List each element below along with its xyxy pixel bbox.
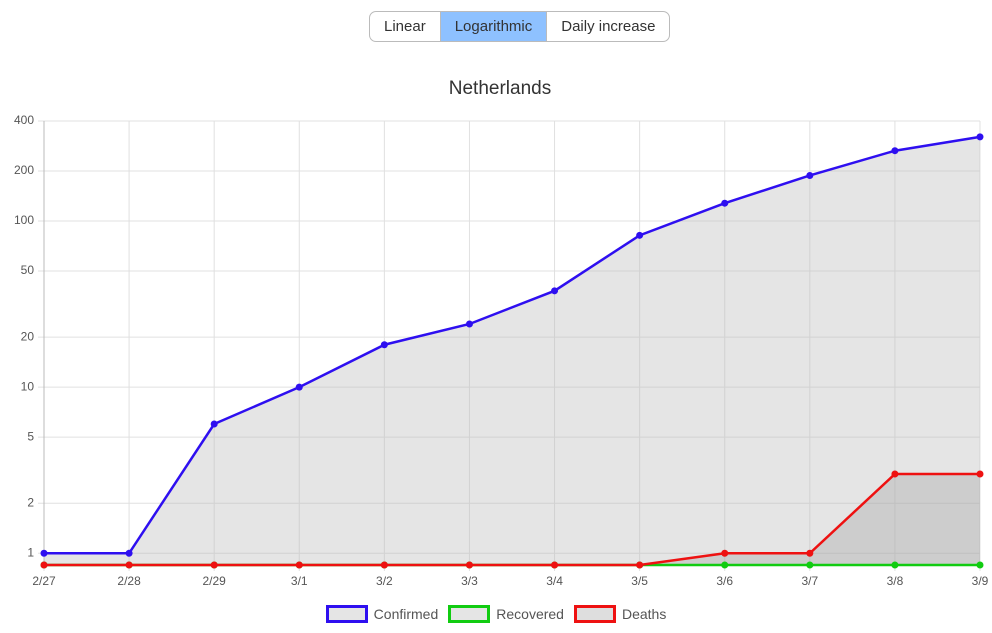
data-point bbox=[721, 561, 729, 569]
data-point bbox=[891, 470, 899, 478]
scale-button[interactable]: Linear bbox=[384, 18, 426, 35]
x-tick-label: 3/8 bbox=[887, 574, 904, 588]
data-point bbox=[976, 561, 984, 569]
data-point bbox=[806, 171, 814, 179]
data-point bbox=[465, 561, 473, 569]
legend-swatch bbox=[573, 605, 616, 623]
data-point bbox=[295, 383, 303, 391]
y-tick-label: 400 bbox=[14, 113, 34, 127]
x-tick-label: 3/3 bbox=[461, 574, 478, 588]
legend-label: Recovered bbox=[496, 606, 564, 622]
x-tick-label: 3/1 bbox=[291, 574, 308, 588]
data-point bbox=[380, 341, 388, 349]
scale-toggle: Linear Logarithmic Daily increase bbox=[369, 11, 671, 42]
legend-swatch bbox=[325, 605, 368, 623]
data-point bbox=[806, 549, 814, 557]
y-tick-label: 1 bbox=[27, 545, 34, 559]
legend-swatch bbox=[448, 605, 491, 623]
data-point bbox=[976, 133, 984, 141]
scale-button[interactable]: Daily increase bbox=[546, 12, 669, 41]
data-point bbox=[40, 549, 48, 557]
data-point bbox=[721, 549, 729, 557]
data-point bbox=[551, 561, 559, 569]
legend-label: Deaths bbox=[621, 606, 667, 622]
data-point bbox=[295, 561, 303, 569]
data-point bbox=[125, 561, 133, 569]
scale-button[interactable]: Logarithmic bbox=[439, 12, 547, 41]
series-line bbox=[44, 472, 980, 567]
series-line bbox=[44, 135, 981, 555]
y-tick-label: 5 bbox=[27, 429, 34, 443]
y-tick-label: 2 bbox=[27, 495, 34, 509]
data-point bbox=[210, 561, 218, 569]
series-area bbox=[44, 136, 980, 565]
x-tick-label: 3/6 bbox=[716, 574, 733, 588]
x-tick-label: 3/5 bbox=[631, 574, 648, 588]
data-point bbox=[40, 561, 48, 569]
x-tick-label: 3/4 bbox=[546, 574, 563, 588]
legend-item[interactable]: Deaths bbox=[573, 605, 667, 623]
x-tick-label: 2/29 bbox=[203, 574, 227, 588]
chart: Netherlands 1 2 5 10 20 50 100 200 400 2/27 2/28 2/… bbox=[14, 78, 989, 588]
y-tick-label: 10 bbox=[21, 379, 35, 393]
data-point bbox=[636, 231, 644, 239]
y-tick-label: 100 bbox=[14, 213, 34, 227]
grid bbox=[38, 120, 981, 571]
legend-item[interactable]: Recovered bbox=[448, 605, 564, 623]
data-point bbox=[976, 470, 984, 478]
legend: Confirmed Recovered Deaths bbox=[0, 605, 992, 623]
data-point bbox=[721, 199, 729, 207]
y-tick-label: 20 bbox=[21, 329, 35, 343]
x-tick-label: 2/28 bbox=[117, 574, 141, 588]
data-point bbox=[125, 549, 133, 557]
data-point bbox=[551, 287, 559, 295]
x-tick-label: 3/9 bbox=[972, 574, 989, 588]
data-point bbox=[210, 420, 218, 428]
x-tick-label: 2/27 bbox=[32, 574, 56, 588]
data-point bbox=[891, 147, 899, 155]
legend-item[interactable]: Confirmed bbox=[325, 605, 439, 623]
data-point bbox=[636, 561, 644, 569]
data-point bbox=[806, 561, 814, 569]
chart-title: Netherlands bbox=[449, 78, 551, 99]
data-point bbox=[380, 561, 388, 569]
y-tick-label: 50 bbox=[21, 263, 35, 277]
data-point bbox=[465, 320, 473, 328]
data-point bbox=[891, 561, 899, 569]
x-tick-label: 3/2 bbox=[376, 574, 393, 588]
legend-label: Confirmed bbox=[373, 606, 439, 622]
x-tick-label: 3/7 bbox=[801, 574, 818, 588]
y-tick-label: 200 bbox=[14, 163, 34, 177]
